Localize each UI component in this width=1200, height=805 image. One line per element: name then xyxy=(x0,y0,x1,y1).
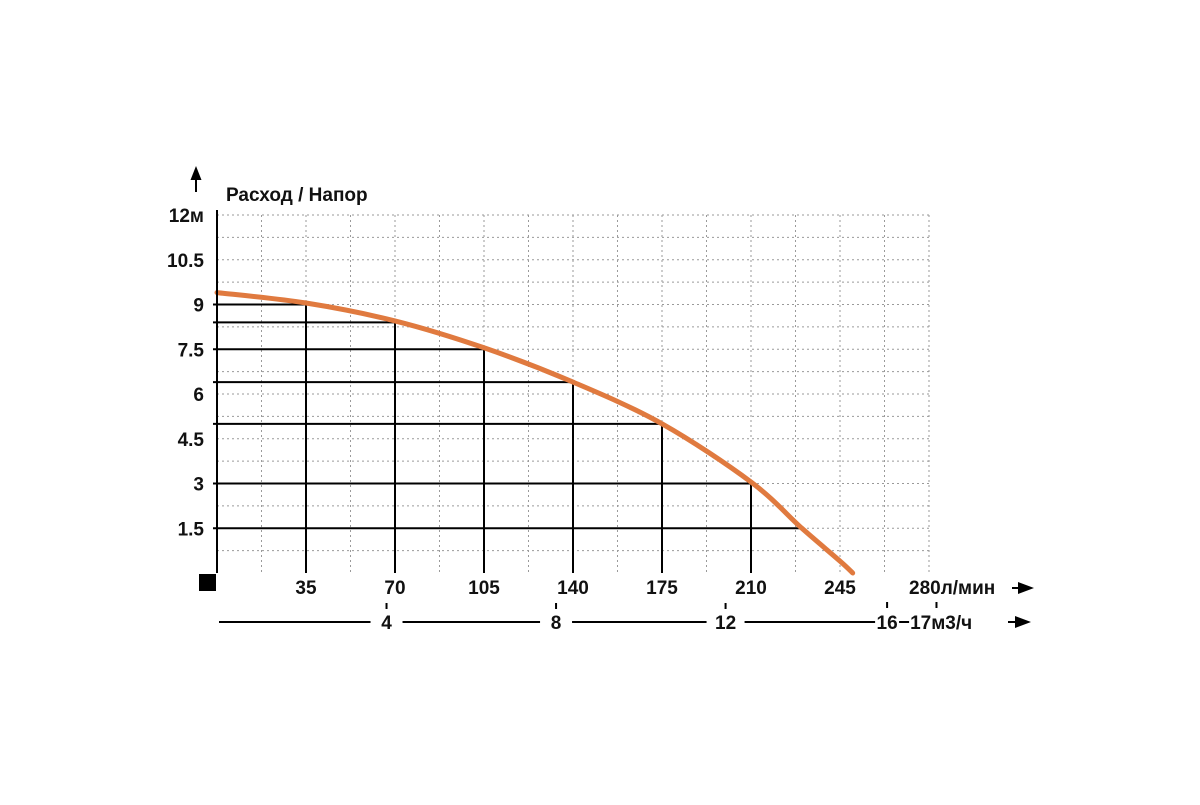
x-tick-label: 175 xyxy=(646,578,678,599)
y-tick-label: 7.5 xyxy=(178,340,205,361)
secondary-tick-label: 8 xyxy=(551,613,562,634)
secondary-tick-label: 16 xyxy=(877,613,898,634)
y-tick-label: 4.5 xyxy=(178,430,205,451)
x-tick-label: 35 xyxy=(295,578,317,599)
chart-title: Расход / Напор xyxy=(226,185,368,206)
labels-layer: Расход / Напор 1.5 3 4.5 6 7.5 9 10.5 12м 35 70 10… xyxy=(167,185,995,634)
axes-layer xyxy=(190,166,1034,628)
x-tick-label-last: 280л/мин xyxy=(909,578,995,599)
y-tick-label: 10.5 xyxy=(167,251,204,272)
secondary-tick-label: 12 xyxy=(715,613,736,634)
secondary-tick-label-last: 17м3/ч xyxy=(910,613,972,634)
y-tick-label: 9 xyxy=(193,296,204,317)
y-tick-label: 3 xyxy=(193,475,204,496)
x-tick-label: 70 xyxy=(384,578,405,599)
x-axis-arrow-head xyxy=(1018,582,1034,594)
x-tick-label: 245 xyxy=(824,578,856,599)
secondary-axis-arrow-head xyxy=(1015,616,1031,628)
curve-layer xyxy=(214,290,856,576)
operating-lines-layer xyxy=(213,303,802,573)
y-tick-label: 6 xyxy=(193,385,204,406)
x-tick-label: 210 xyxy=(735,578,767,599)
pump-curve xyxy=(214,290,856,576)
y-tick-label: 1.5 xyxy=(178,519,205,540)
y-tick-label-top: 12м xyxy=(169,206,204,227)
x-tick-label: 140 xyxy=(557,578,589,599)
x-tick-label: 105 xyxy=(468,578,500,599)
origin-marker xyxy=(199,574,216,591)
secondary-tick-label: 4 xyxy=(381,613,392,634)
y-axis-arrow-head xyxy=(190,166,202,180)
